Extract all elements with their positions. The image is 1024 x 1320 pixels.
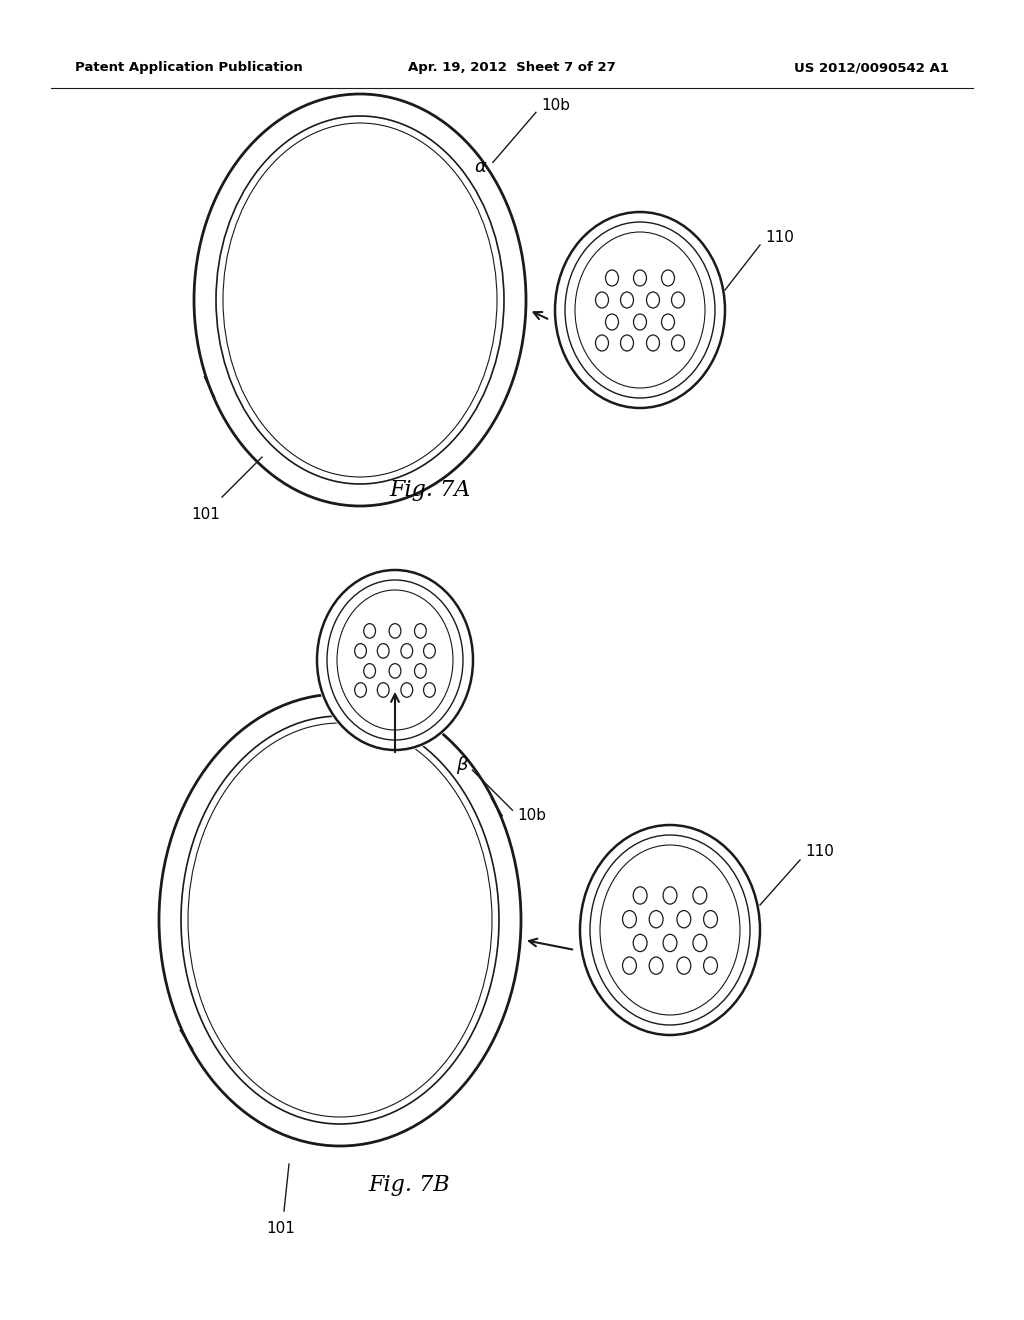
Text: Apr. 19, 2012  Sheet 7 of 27: Apr. 19, 2012 Sheet 7 of 27 (409, 62, 615, 74)
Ellipse shape (703, 957, 718, 974)
Ellipse shape (672, 335, 684, 351)
Ellipse shape (216, 116, 504, 484)
Ellipse shape (600, 845, 740, 1015)
Ellipse shape (223, 123, 497, 477)
Text: $\beta$: $\beta$ (456, 754, 469, 776)
Ellipse shape (337, 590, 453, 730)
Text: 110: 110 (805, 845, 834, 859)
Ellipse shape (193, 92, 528, 508)
Ellipse shape (596, 335, 608, 351)
Text: 101: 101 (266, 1221, 296, 1236)
Text: $\alpha$: $\alpha$ (474, 158, 487, 177)
Ellipse shape (555, 213, 725, 408)
Text: 110: 110 (765, 231, 794, 246)
Ellipse shape (354, 644, 367, 659)
Ellipse shape (693, 935, 707, 952)
Ellipse shape (157, 692, 523, 1148)
Ellipse shape (415, 623, 426, 638)
Ellipse shape (596, 292, 608, 308)
Ellipse shape (677, 957, 691, 974)
Text: Fig. 7B: Fig. 7B (369, 1173, 451, 1196)
Ellipse shape (364, 664, 376, 678)
Text: 10b: 10b (517, 808, 547, 822)
Ellipse shape (664, 887, 677, 904)
Ellipse shape (327, 579, 463, 741)
Ellipse shape (646, 335, 659, 351)
Ellipse shape (400, 644, 413, 659)
Ellipse shape (575, 232, 705, 388)
Ellipse shape (389, 664, 400, 678)
Ellipse shape (646, 292, 659, 308)
Ellipse shape (649, 911, 664, 928)
Ellipse shape (621, 335, 634, 351)
Ellipse shape (364, 623, 376, 638)
Ellipse shape (693, 887, 707, 904)
Text: 10b: 10b (541, 98, 570, 114)
Ellipse shape (590, 836, 750, 1026)
Ellipse shape (605, 314, 618, 330)
Ellipse shape (315, 568, 475, 752)
Ellipse shape (634, 314, 646, 330)
Ellipse shape (389, 623, 400, 638)
Ellipse shape (181, 715, 499, 1125)
Ellipse shape (553, 210, 727, 411)
Ellipse shape (633, 887, 647, 904)
Ellipse shape (672, 292, 684, 308)
Ellipse shape (662, 314, 675, 330)
Ellipse shape (377, 644, 389, 659)
Ellipse shape (188, 723, 492, 1117)
Ellipse shape (317, 570, 473, 750)
Text: Fig. 7A: Fig. 7A (389, 479, 471, 502)
Ellipse shape (677, 911, 691, 928)
Ellipse shape (194, 94, 526, 506)
Ellipse shape (400, 682, 413, 697)
Ellipse shape (424, 644, 435, 659)
Ellipse shape (623, 957, 636, 974)
Text: 101: 101 (191, 507, 220, 523)
Ellipse shape (415, 664, 426, 678)
Ellipse shape (634, 271, 646, 286)
Text: Patent Application Publication: Patent Application Publication (75, 62, 303, 74)
Ellipse shape (578, 822, 762, 1038)
Ellipse shape (377, 682, 389, 697)
Ellipse shape (621, 292, 634, 308)
Ellipse shape (354, 682, 367, 697)
Ellipse shape (703, 911, 718, 928)
Ellipse shape (605, 271, 618, 286)
Ellipse shape (633, 935, 647, 952)
Ellipse shape (649, 957, 664, 974)
Text: US 2012/0090542 A1: US 2012/0090542 A1 (795, 62, 949, 74)
Ellipse shape (565, 222, 715, 399)
Ellipse shape (623, 911, 636, 928)
Ellipse shape (580, 825, 760, 1035)
Ellipse shape (662, 271, 675, 286)
Ellipse shape (159, 694, 521, 1146)
Ellipse shape (424, 682, 435, 697)
Ellipse shape (664, 935, 677, 952)
